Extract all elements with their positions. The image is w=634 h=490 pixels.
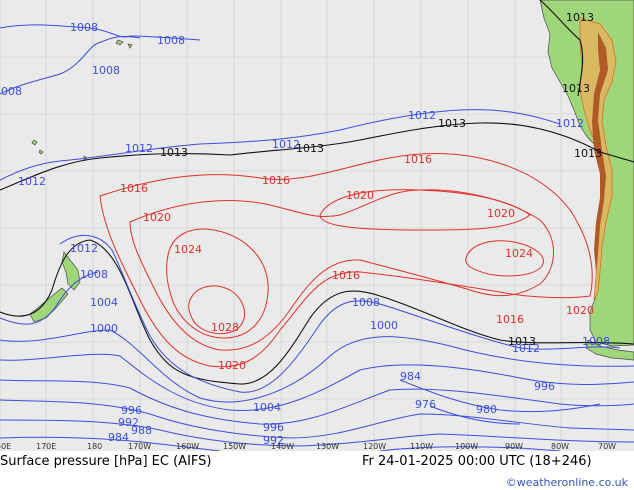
isobar-label: 992 [118,416,139,429]
new-zealand-south-island [29,287,69,323]
isobar-label: 1013 [296,142,324,155]
isobar-label: 984 [108,431,129,444]
isobar-label: 1020 [487,207,515,220]
isobar-label: 1012 [125,142,153,155]
isobar-label: 1013 [160,146,188,159]
isobar-label: 1008 [80,268,108,281]
isobar-label: 992 [263,434,284,447]
new-zealand-north-island [61,251,81,291]
isobar-label: 1016 [496,313,524,326]
lon-tick-label: 80W [551,442,569,451]
lon-tick-label: 140W [271,442,294,451]
isobar-label: 1020 [346,189,374,202]
isobar-label: 1024 [505,247,533,260]
isobar-label: 1013 [562,82,590,95]
isobar-label: 1013 [508,335,536,348]
isobar-label: 1020 [566,304,594,317]
site-credit[interactable]: ©weatheronline.co.uk [505,476,628,489]
isobar-label: 1008 [352,296,380,309]
isobar-label: 1028 [211,321,239,334]
valid-time: Fr 24-01-2025 00:00 UTC (18+246) [362,454,592,469]
isobar-label: 1008 [0,85,22,98]
isobar-label: 1020 [218,359,246,372]
isobar-label: 1016 [404,153,432,166]
isobar-label: 1008 [582,335,610,348]
isobar-label: 1020 [143,211,171,224]
lon-tick-label: 130W [316,442,339,451]
isobar-label: 1013 [438,117,466,130]
isobar-label: 996 [263,421,284,434]
lon-tick-label: 180 [87,442,102,451]
andes-highlands [579,17,617,301]
isobar-label: 1016 [262,174,290,187]
isobar-label: 1004 [90,296,118,309]
isobar-label: 984 [400,370,421,383]
isobar-label: 976 [415,398,436,411]
lon-tick-label: 170E [36,442,56,451]
small-islands [31,39,133,161]
isobar-label: 1012 [556,117,584,130]
isobar-label: 988 [131,424,152,437]
isobar-label: 1013 [566,11,594,24]
lon-tick-label: 120W [363,442,386,451]
isobar-label: 1012 [18,175,46,188]
lon-tick-label: 70W [598,442,616,451]
isobar-label: 1024 [174,243,202,256]
isobar-label: 1012 [512,342,540,355]
isobar-label: 1013 [574,147,602,160]
isobar-label: 1000 [90,322,118,335]
lon-tick-label: 150W [223,442,246,451]
isobar-label: 1000 [370,319,398,332]
isobars-1013 [0,0,634,385]
isobar-label: 1012 [272,138,300,151]
map-footer: Surface pressure [hPa] EC (AIFS) Fr 24-0… [0,451,634,490]
pressure-map: 1008 1008 1008 1008 1012 1012 1012 1012 … [0,0,634,451]
lon-tick-label: 110W [410,442,433,451]
lon-tick-label: 170W [128,442,151,451]
ocean-background [0,0,634,451]
isobars-low [0,24,634,451]
isobar-label: 996 [534,380,555,393]
isobars-high [99,153,593,368]
map-title: Surface pressure [hPa] EC (AIFS) [0,454,212,469]
isobar-label: 996 [121,404,142,417]
lon-tick-label: 90W [505,442,523,451]
isobar-label: 1008 [157,34,185,47]
longitude-ticks: 50E 170E 180 170W 160W 150W 140W 130W 12… [0,442,616,451]
isobar-labels: 1008 1008 1008 1008 1012 1012 1012 1012 … [0,11,610,447]
isobar-label: 980 [476,403,497,416]
isobar-label: 1016 [332,269,360,282]
lon-tick-label: 100W [455,442,478,451]
isobar-label: 1008 [70,21,98,34]
isobar-label: 1012 [70,242,98,255]
lon-tick-label: 50E [0,442,11,451]
isobar-label: 1016 [120,182,148,195]
isobar-label: 1012 [408,109,436,122]
isobar-label: 1004 [253,401,281,414]
isobar-label: 1008 [92,64,120,77]
lon-tick-label: 160W [176,442,199,451]
